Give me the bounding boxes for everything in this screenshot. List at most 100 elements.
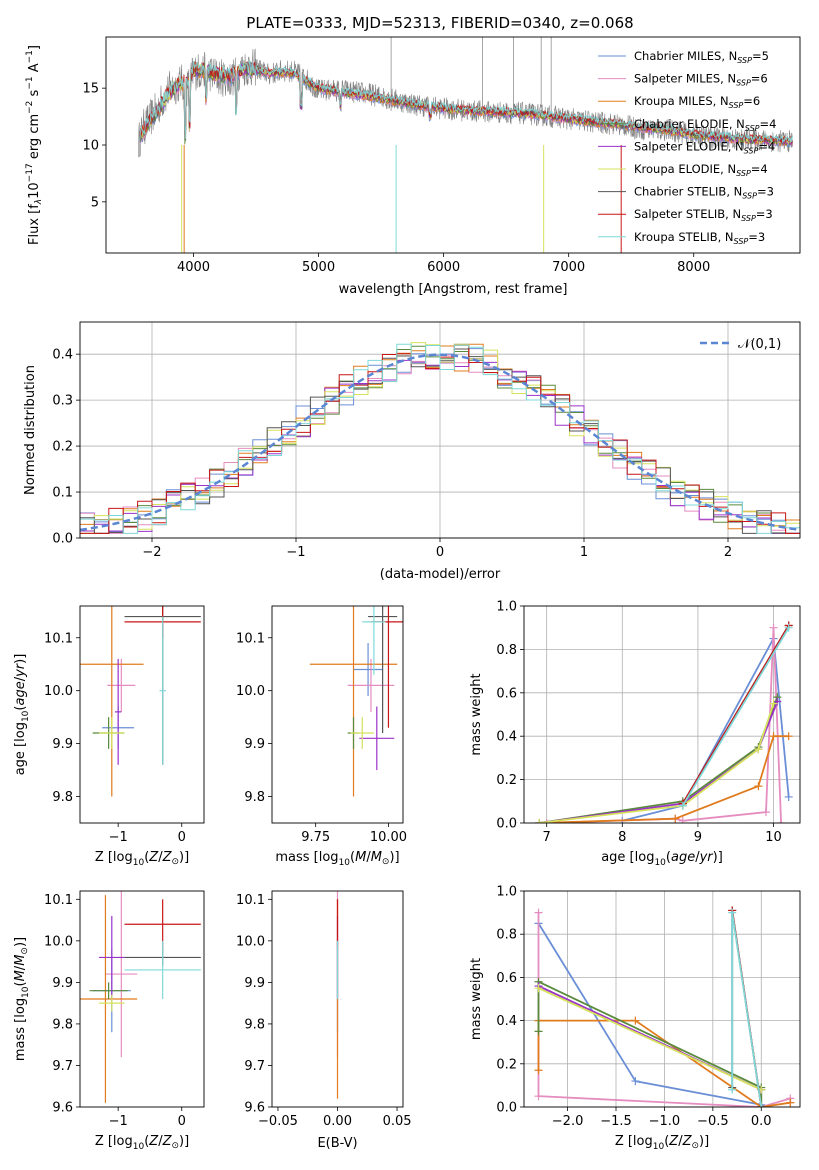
legend-text: Chabrier MILES, N <box>634 49 737 63</box>
legend-entry: Kroupa MILES, NSSP=6 <box>634 94 760 110</box>
label-part: ( <box>666 850 671 865</box>
label-part: Z [log <box>95 1134 133 1149</box>
x-tick-label: 7000 <box>552 260 585 275</box>
label-part: M <box>13 970 28 981</box>
label-part: ⊙ <box>171 857 179 867</box>
y-tick-label: 9.7 <box>52 1059 73 1074</box>
x-tick-label: 7 <box>543 830 551 845</box>
y-tick-label: 0.8 <box>496 928 517 943</box>
legend-tail: =5 <box>752 49 769 63</box>
label-part: )] <box>13 937 28 947</box>
label-part: 10 <box>21 986 31 998</box>
legend-entry: Salpeter ELODIE, NSSP=4 <box>634 139 775 155</box>
x-tick-label: −1.0 <box>649 1114 681 1129</box>
legend-tail: =4 <box>758 139 775 153</box>
weight-marker <box>535 819 544 823</box>
panel-mass_vs_EBV: −0.05 0.00 0.05 9.6 9.7 9.8 9.9 10.0 10.1 E(B-V) <box>236 890 412 1151</box>
label-part: M <box>371 850 382 865</box>
y-axis-label: Flux [fλ10−17 erg cm−2 s−1 A−1] <box>25 45 44 245</box>
label-part: 10 <box>339 858 351 868</box>
plot-area <box>80 891 201 1103</box>
label-part: Flux [f <box>27 204 42 245</box>
x-axis-label: Z [log10(Z/Z⊙)] <box>615 1134 709 1152</box>
weight-marker <box>631 1016 640 1025</box>
label-part: yr <box>699 850 715 865</box>
weight-marker <box>671 814 680 823</box>
errorbar-point <box>99 994 125 1012</box>
label-part: ( <box>350 850 355 865</box>
label-part: / <box>366 850 371 865</box>
label-part: M <box>13 955 28 966</box>
x-tick-label: 2 <box>724 545 732 560</box>
legend-tail: =6 <box>743 94 760 108</box>
y-tick-label: 9.8 <box>52 1017 73 1032</box>
label-part: M <box>355 850 366 865</box>
label-part: ⊙ <box>691 1141 699 1151</box>
label-part: ⊙ <box>382 857 390 867</box>
weight-marker <box>534 908 543 917</box>
legend-tail: =6 <box>751 72 768 86</box>
errorbar-point <box>353 643 383 696</box>
axes-frame <box>105 36 801 254</box>
y-tick-label: 1.0 <box>496 885 517 900</box>
label-part: )] <box>713 850 723 865</box>
y-tick-label: 9.9 <box>244 737 265 752</box>
x-tick-label: 0.05 <box>383 1114 412 1129</box>
x-tick-label: 0 <box>436 545 444 560</box>
label-part: age [log <box>13 722 28 775</box>
legend-sub: SSP <box>742 192 757 201</box>
legend-entry: Kroupa STELIB, NSSP=3 <box>634 230 765 246</box>
y-tick-label: 0.0 <box>496 1101 517 1116</box>
weight-marker <box>769 699 778 708</box>
weight-line-0 <box>622 635 790 822</box>
axes-frame <box>523 605 801 824</box>
weight-marker <box>786 1098 795 1107</box>
errorbar-point <box>359 706 395 771</box>
label-part: / <box>158 850 163 865</box>
y-tick-label: 0.4 <box>496 1014 517 1029</box>
x-tick-label: 4000 <box>177 260 210 275</box>
label-part: )] <box>389 850 399 865</box>
label-part: / <box>13 676 28 681</box>
x-tick-label: 10.00 <box>370 830 407 845</box>
errorbar-point <box>368 606 398 734</box>
label-part: Z [log <box>95 850 133 865</box>
y-tick-label: 9.6 <box>52 1101 73 1116</box>
x-tick-label: 0 <box>178 830 186 845</box>
x-tick-label: −1 <box>109 830 128 845</box>
label-part: −2 <box>25 101 35 114</box>
y-tick-label: 10.0 <box>44 934 73 949</box>
y-tick-label: 0.4 <box>496 730 517 745</box>
label-part: ⊙ <box>171 1141 179 1151</box>
panel-spectrum: 4000 5000 6000 7000 8000 5 10 15 wavelength [Ang… <box>25 36 801 297</box>
y-axis-label: mass weight <box>469 958 484 1040</box>
errorbar-point <box>89 982 128 999</box>
label-part: s <box>27 89 42 100</box>
axes-frame <box>79 890 205 1108</box>
y-tick-label: 0.2 <box>496 773 517 788</box>
label-part: )] <box>179 850 189 865</box>
legend-sub: SSP <box>737 56 752 65</box>
plot-area <box>534 906 795 1107</box>
label-part: )] <box>699 1134 709 1149</box>
y-tick-label: 9.9 <box>52 737 73 752</box>
legend-text: Chabrier ELODIE, N <box>634 117 745 131</box>
label-part: −17 <box>25 163 35 182</box>
y-tick-label: 10.0 <box>44 684 73 699</box>
weight-marker <box>542 819 551 823</box>
y-tick-label: 9.8 <box>52 790 73 805</box>
label-part: mass [log <box>275 850 338 865</box>
x-tick-label: −1 <box>286 545 305 560</box>
errorbar-point <box>80 606 144 797</box>
legend-entry: 𝒩(0,1) <box>738 337 781 352</box>
weight-marker <box>534 1092 543 1101</box>
label-part: ⊙ <box>20 947 30 955</box>
y-tick-label: 9.8 <box>244 790 265 805</box>
legend-entry: Kroupa ELODIE, NSSP=4 <box>634 162 768 178</box>
errorbar-point <box>350 717 374 749</box>
legend-entry: Salpeter STELIB, NSSP=3 <box>634 207 773 223</box>
label-part: 10 <box>27 182 42 199</box>
y-tick-label: 10.0 <box>236 934 265 949</box>
legend-sub: SSP <box>736 79 751 88</box>
